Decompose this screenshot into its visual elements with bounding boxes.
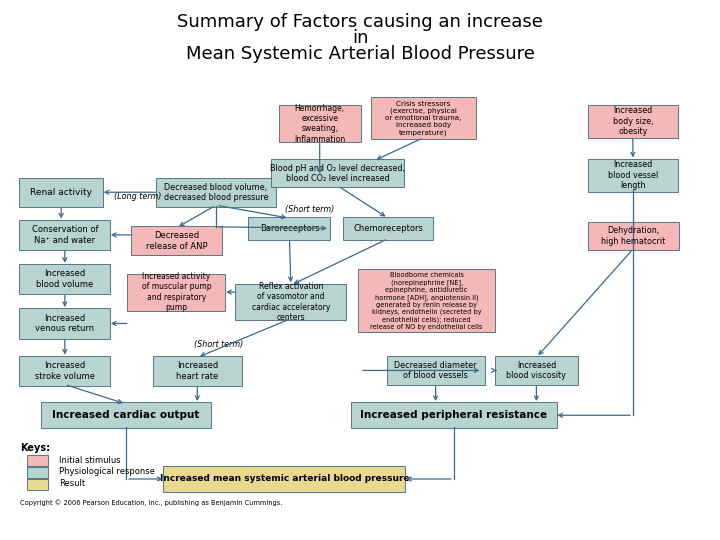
FancyBboxPatch shape: [279, 105, 361, 142]
Text: Increased
venous return: Increased venous return: [35, 314, 94, 333]
Text: Baroreceptors: Baroreceptors: [260, 224, 319, 233]
Text: Bloodborne chemicals
(norepinephrine [NE],
epinephrine, antidiuretic
hormone [AD: Bloodborne chemicals (norepinephrine [NE…: [370, 272, 483, 329]
Text: Reflex activation
of vasomotor and
cardiac acceleratory
centers: Reflex activation of vasomotor and cardi…: [252, 282, 330, 322]
Text: (Short term): (Short term): [194, 340, 243, 349]
Text: Increased cardiac output: Increased cardiac output: [53, 410, 199, 420]
FancyBboxPatch shape: [19, 264, 110, 294]
Text: Keys:: Keys:: [20, 443, 50, 453]
Text: Crisis stressors
(exercise, physical
or emotional trauma,
increased body
tempera: Crisis stressors (exercise, physical or …: [385, 101, 462, 136]
Text: Increased activity
of muscular pump
and respiratory
pump: Increased activity of muscular pump and …: [142, 272, 211, 312]
Text: (Long term): (Long term): [114, 192, 161, 201]
Text: in: in: [352, 29, 368, 47]
FancyBboxPatch shape: [19, 220, 110, 250]
Text: Increased
heart rate: Increased heart rate: [176, 361, 218, 381]
Text: Mean Systemic Arterial Blood Pressure: Mean Systemic Arterial Blood Pressure: [186, 45, 534, 63]
Text: Increased
blood volume: Increased blood volume: [36, 269, 94, 289]
Text: Dehydration,
high hematocrit: Dehydration, high hematocrit: [601, 226, 666, 246]
Text: Increased peripheral resistance: Increased peripheral resistance: [360, 410, 547, 420]
FancyBboxPatch shape: [588, 222, 679, 250]
FancyBboxPatch shape: [41, 402, 211, 428]
FancyBboxPatch shape: [127, 274, 225, 310]
FancyBboxPatch shape: [19, 178, 103, 207]
Text: Conservation of
Na⁺ and water: Conservation of Na⁺ and water: [32, 225, 98, 245]
FancyBboxPatch shape: [371, 97, 476, 139]
FancyBboxPatch shape: [27, 467, 48, 478]
Text: Copyright © 2006 Pearson Education, Inc., publishing as Benjamin Cummings.: Copyright © 2006 Pearson Education, Inc.…: [20, 499, 282, 505]
Text: Decreased
release of ANP: Decreased release of ANP: [145, 231, 207, 251]
FancyBboxPatch shape: [27, 455, 48, 466]
FancyBboxPatch shape: [248, 217, 330, 240]
Text: (Short term): (Short term): [285, 205, 334, 214]
FancyBboxPatch shape: [271, 159, 404, 187]
Text: Physiological response: Physiological response: [59, 468, 155, 476]
FancyBboxPatch shape: [588, 159, 678, 192]
Text: Hemorrhage,
excessive
sweating,
Inflammation: Hemorrhage, excessive sweating, Inflamma…: [294, 104, 346, 144]
Text: Increased
body size,
obesity: Increased body size, obesity: [613, 106, 653, 136]
FancyBboxPatch shape: [495, 356, 578, 385]
FancyBboxPatch shape: [153, 356, 242, 386]
FancyBboxPatch shape: [19, 308, 110, 339]
Text: Decreased diameter
of blood vessels: Decreased diameter of blood vessels: [395, 361, 477, 380]
Text: Increased mean systemic arterial blood pressure: Increased mean systemic arterial blood p…: [160, 475, 409, 483]
Text: Result: Result: [59, 480, 85, 488]
FancyBboxPatch shape: [351, 402, 557, 428]
FancyBboxPatch shape: [358, 269, 495, 332]
Text: Blood pH and O₂ level decreased,
blood CO₂ level increased: Blood pH and O₂ level decreased, blood C…: [270, 164, 405, 183]
Text: Renal activity: Renal activity: [30, 188, 92, 197]
Text: Chemoreceptors: Chemoreceptors: [353, 224, 423, 233]
FancyBboxPatch shape: [387, 356, 485, 385]
Text: Increased
stroke volume: Increased stroke volume: [35, 361, 95, 381]
Text: Decreased blood volume,
decreased blood pressure: Decreased blood volume, decreased blood …: [163, 183, 269, 202]
FancyBboxPatch shape: [163, 466, 405, 492]
FancyBboxPatch shape: [27, 479, 48, 490]
FancyBboxPatch shape: [343, 217, 433, 240]
Text: Summary of Factors causing an increase: Summary of Factors causing an increase: [177, 12, 543, 31]
FancyBboxPatch shape: [588, 105, 678, 138]
FancyBboxPatch shape: [235, 284, 346, 320]
FancyBboxPatch shape: [131, 226, 222, 255]
FancyBboxPatch shape: [156, 178, 276, 207]
Text: Initial stimulus: Initial stimulus: [59, 456, 121, 464]
Text: Increased
blood vessel
length: Increased blood vessel length: [608, 160, 658, 190]
FancyBboxPatch shape: [19, 356, 110, 386]
Text: Increased
blood viscosity: Increased blood viscosity: [506, 361, 567, 380]
